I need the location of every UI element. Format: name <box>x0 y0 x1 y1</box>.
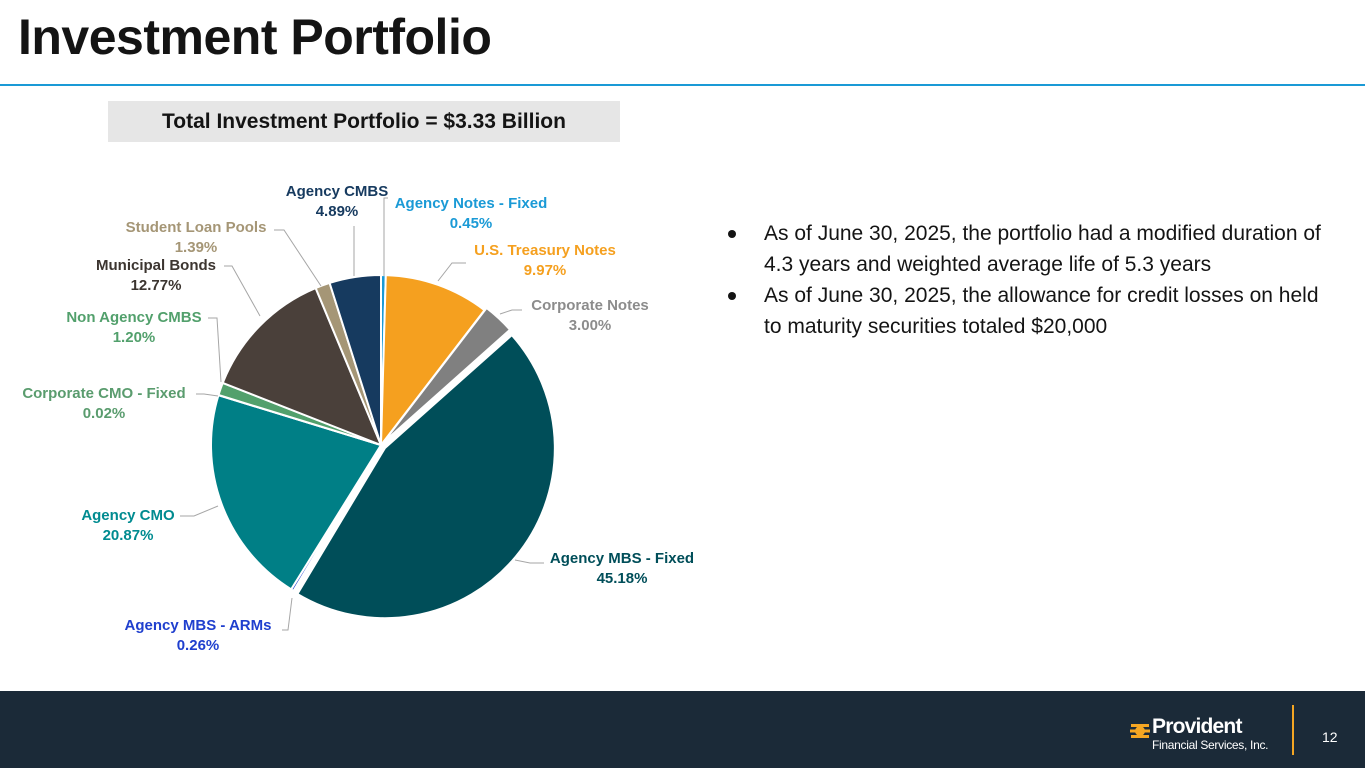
leader-line-non-agency-cmbs <box>208 317 222 383</box>
bullet-text: As of June 30, 2025, the portfolio had a… <box>764 222 1321 276</box>
slice-label-agency-mbs-arms: Agency MBS - ARMs <box>125 617 272 634</box>
key-points-list: As of June 30, 2025, the portfolio had a… <box>722 218 1322 342</box>
logo-subtitle: Financial Services, Inc. <box>1152 738 1269 752</box>
slice-value-non-agency-cmbs: 1.20% <box>113 329 156 346</box>
slice-label-agency-cmbs: Agency CMBS <box>286 183 389 200</box>
leader-line-agency-cmo <box>180 505 219 517</box>
bullet-text: As of June 30, 2025, the allowance for c… <box>764 284 1319 338</box>
leader-line-agency-mbs-arms <box>282 597 293 631</box>
slice-value-agency-notes-fixed: 0.45% <box>450 215 493 232</box>
slice-value-u-s-treasury-notes: 9.97% <box>524 262 567 279</box>
pie-slices <box>210 273 556 620</box>
leader-line-agency-mbs-fixed <box>514 559 544 564</box>
pie-slice-u-s-treasury-notes <box>379 274 486 449</box>
page-number: 12 <box>1322 729 1338 745</box>
leader-line-student-loan-pools <box>274 229 322 287</box>
slice-value-agency-mbs-fixed: 45.18% <box>597 570 648 587</box>
pie-slice-agency-mbs-fixed <box>296 333 556 620</box>
bullet-icon <box>728 292 736 300</box>
leader-line-municipal-bonds <box>224 265 261 317</box>
slice-value-agency-mbs-arms: 0.26% <box>177 637 220 654</box>
slice-label-non-agency-cmbs: Non Agency CMBS <box>66 309 201 326</box>
footer-divider <box>1292 705 1294 755</box>
slice-value-student-loan-pools: 1.39% <box>175 239 218 256</box>
portfolio-pie-chart: Agency Notes - Fixed 0.45% U.S. Treasury N… <box>22 183 694 654</box>
slice-label-u-s-treasury-notes: U.S. Treasury Notes <box>474 242 616 259</box>
leader-line-agency-notes-fixed <box>383 197 388 276</box>
logo-name: Provident <box>1152 715 1242 738</box>
slice-value-municipal-bonds: 12.77% <box>131 277 182 294</box>
slice-value-corporate-notes: 3.00% <box>569 317 612 334</box>
bullet-item: As of June 30, 2025, the allowance for c… <box>722 280 1322 342</box>
pie-slice-corporate-notes <box>382 306 512 444</box>
leader-line-corporate-notes <box>499 309 522 315</box>
bullet-icon <box>728 230 736 238</box>
slice-label-municipal-bonds: Municipal Bonds <box>96 257 216 274</box>
bullet-item: As of June 30, 2025, the portfolio had a… <box>722 218 1322 280</box>
slice-label-agency-mbs-fixed: Agency MBS - Fixed <box>550 550 694 567</box>
slice-value-agency-cmo: 20.87% <box>103 527 154 544</box>
slice-label-agency-notes-fixed: Agency Notes - Fixed <box>395 195 548 212</box>
leader-line-corporate-cmo-fixed <box>196 393 219 397</box>
slice-label-student-loan-pools: Student Loan Pools <box>126 219 267 236</box>
title-divider <box>0 84 1365 86</box>
slice-label-corporate-cmo-fixed: Corporate CMO - Fixed <box>22 385 185 402</box>
total-portfolio-banner: Total Investment Portfolio = $3.33 Billi… <box>108 101 620 142</box>
pie-slice-agency-cmo <box>210 393 383 591</box>
pie-slice-municipal-bonds <box>221 286 383 447</box>
leader-line-u-s-treasury-notes <box>437 262 466 282</box>
sunburst-logo-icon <box>1130 724 1150 738</box>
slice-value-corporate-cmo-fixed: 0.02% <box>83 405 126 422</box>
pie-slice-agency-cmbs <box>328 273 382 446</box>
slice-value-agency-cmbs: 4.89% <box>316 203 359 220</box>
slice-label-corporate-notes: Corporate Notes <box>531 297 649 314</box>
page-title: Investment Portfolio <box>18 9 492 65</box>
slice-label-agency-cmo: Agency CMO <box>81 507 175 524</box>
company-logo: Provident Financial Services, Inc. <box>1130 715 1280 755</box>
